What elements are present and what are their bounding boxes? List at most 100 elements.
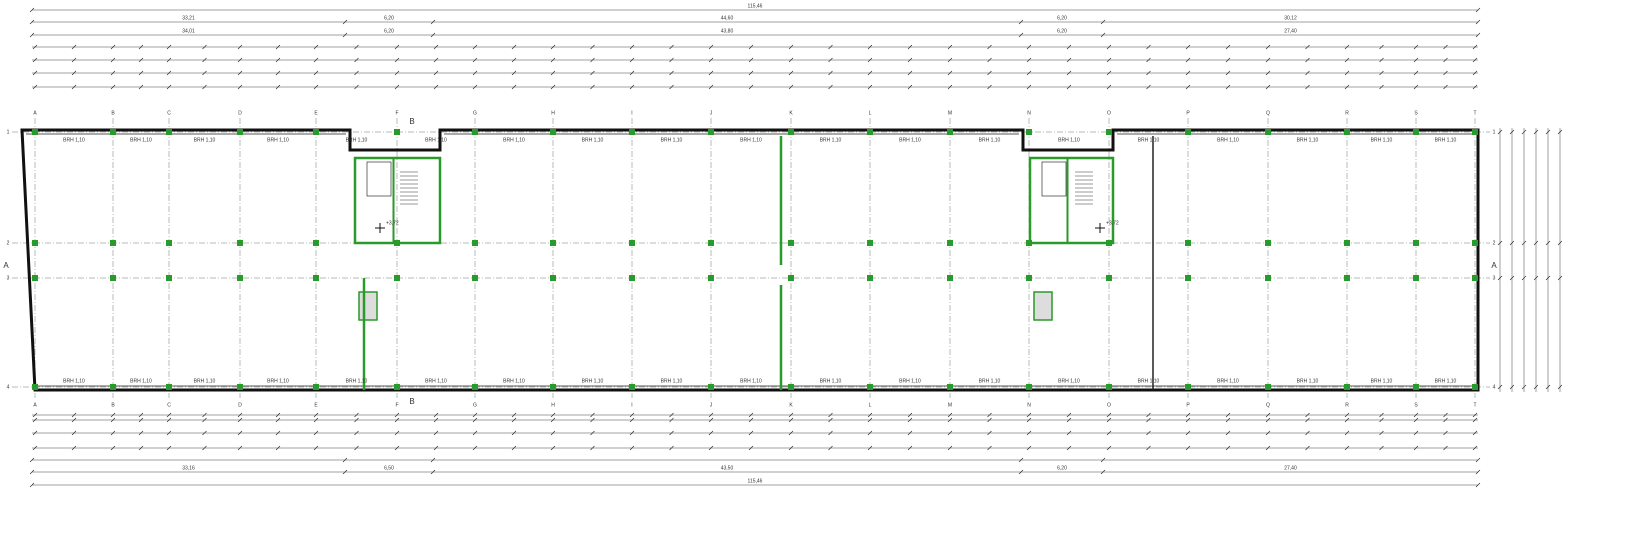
column [1106,384,1112,390]
dimension-tick [590,44,595,50]
dimension-tick [71,84,77,90]
dimension-tick [1106,412,1112,418]
dimension-tick [29,482,35,488]
dimension-tick [907,412,913,418]
dimension-tick [472,44,478,50]
axis-label: D [238,402,242,408]
column [708,384,714,390]
dimension-tick [907,44,913,50]
axis-label: 4 [1493,384,1496,390]
column [1472,240,1478,246]
dimension-tick [1472,57,1478,63]
axis-label: H [551,402,555,408]
window-label: BRH 1,10 [130,137,152,143]
column [166,129,172,135]
section-marker: A [1491,261,1497,270]
dimension-tick [354,70,359,76]
column [1472,384,1478,390]
dimension-tick [1533,240,1539,246]
column [788,240,794,246]
dimension-tick [138,70,144,76]
dimension-tick [32,44,38,50]
axis-label: E [314,402,318,408]
column [788,384,794,390]
chain-dimension: 43,80 [721,28,734,34]
dimension-tick [313,84,319,90]
dimension-tick [1497,384,1503,390]
dimension-tick [1185,44,1191,50]
dimension-tick [1379,412,1384,418]
dimension-tick [907,57,913,63]
axis-label: A [33,402,37,408]
dimension-tick [947,430,953,436]
dimension-tick [29,469,35,475]
dimension-tick [1225,412,1231,418]
dimension-tick [907,70,913,76]
column [237,275,243,281]
dimension-tick [275,57,281,63]
dimension-tick [1475,457,1481,463]
column [394,240,400,246]
dimension-tick [342,19,348,25]
chain-dimension: 34,01 [182,28,195,34]
dimension-tick [354,57,359,63]
axis-label: 4 [7,384,10,390]
dimension-tick [1509,384,1515,390]
column [1344,240,1350,246]
dimension-tick [354,412,359,418]
axis-label: F [395,110,398,116]
dimension-tick [1146,44,1151,50]
dimension-tick [394,445,400,451]
window-label: BRH 1,10 [503,378,525,384]
dimension-tick [1225,417,1231,423]
dimension-tick [907,445,913,451]
dimension-tick [550,445,556,451]
dimension-tick [511,430,517,436]
dimension-tick [1146,84,1151,90]
column [1265,384,1271,390]
column [394,129,400,135]
dimension-tick [433,417,439,423]
column [788,129,794,135]
column [1413,275,1419,281]
dimension-tick [166,84,172,90]
section-marker: B [409,117,414,126]
window-label: BRH 1,10 [267,137,289,143]
overall-dimension: 115,46 [748,478,763,484]
dimension-tick [1066,44,1072,50]
dimension-tick [1146,412,1151,418]
dimension-tick [748,430,754,436]
dimension-tick [1100,19,1106,25]
dimension-tick [71,430,77,436]
dimension-tick [629,70,635,76]
dimension-tick [669,430,674,436]
shaft [1033,291,1053,321]
dimension-tick [1472,84,1478,90]
window-label: BRH 1,10 [899,137,921,143]
dimension-tick [947,70,953,76]
dimension-tick [1475,32,1481,38]
dimension-tick [1026,57,1032,63]
exterior-wall [26,133,1474,387]
column [1472,275,1478,281]
window-label: BRH 1,10 [582,137,604,143]
dimension-tick [1344,44,1350,50]
shaft [358,291,378,321]
column [1185,240,1191,246]
column [313,240,319,246]
dimension-tick [275,84,281,90]
window-label: BRH 1,10 [1138,137,1160,143]
dimension-tick [1225,57,1231,63]
dimension-tick [433,430,439,436]
dimension-tick [1305,445,1310,451]
elevation-label: +3,72 [1106,220,1119,226]
dimension-tick [1106,445,1112,451]
column [394,384,400,390]
dimension-tick [1413,412,1419,418]
dimension-tick [828,44,833,50]
dimension-tick [1472,430,1478,436]
dimension-tick [472,412,478,418]
axis-label: E [314,110,318,116]
